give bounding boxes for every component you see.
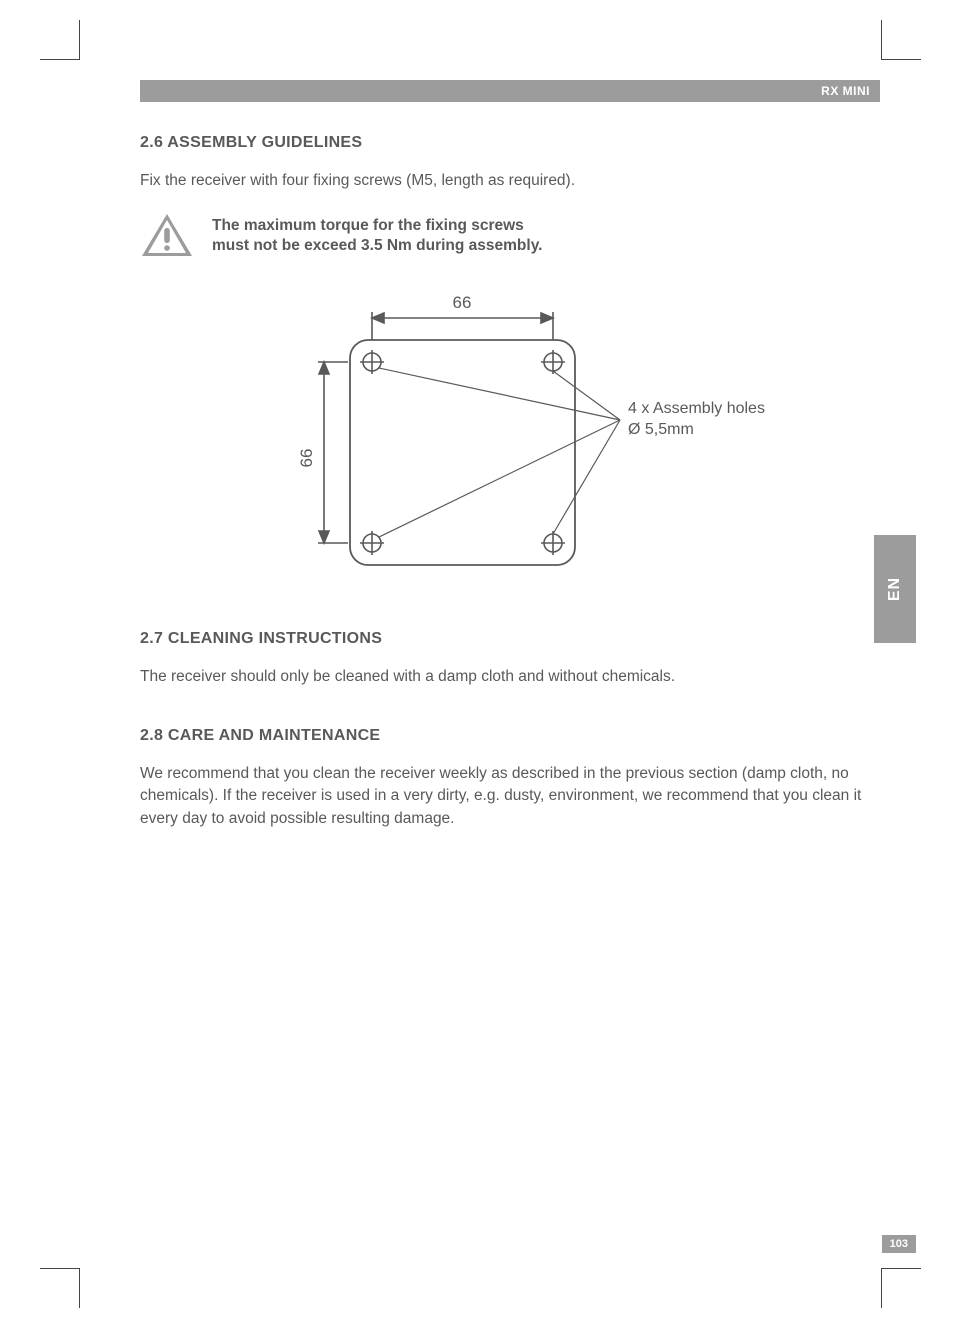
leader-lines (379, 368, 620, 537)
dim-left: 66 (297, 449, 316, 468)
section-2-6-intro: Fix the receiver with four fixing screws… (140, 170, 880, 192)
language-tab: EN (874, 535, 916, 643)
language-label: EN (886, 577, 904, 601)
header-bar: RX MINI (140, 80, 880, 102)
warning-line-1: The maximum torque for the fixing screws (212, 216, 542, 237)
warning-text: The maximum torque for the fixing screws… (212, 216, 542, 258)
crop-mark-br (881, 1268, 921, 1308)
assembly-diagram: 66 66 (140, 280, 880, 590)
page-number: 103 (882, 1235, 916, 1253)
section-2-7-title: 2.7 CLEANING INSTRUCTIONS (140, 630, 880, 648)
warning-line-2: must not be exceed 3.5 Nm during assembl… (212, 236, 542, 257)
product-label: RX MINI (821, 84, 870, 98)
warning-icon (140, 212, 194, 260)
section-2-8-body: We recommend that you clean the receiver… (140, 763, 880, 830)
crop-mark-bl (40, 1268, 80, 1308)
holes-label-1: 4 x Assembly holes (628, 400, 765, 417)
section-2-6-title: 2.6 ASSEMBLY GUIDELINES (140, 134, 880, 152)
holes-label-2: Ø 5,5mm (628, 421, 694, 438)
section-2-7-body: The receiver should only be cleaned with… (140, 666, 880, 688)
crop-mark-tr (881, 20, 921, 60)
assembly-holes (360, 350, 565, 555)
warning-block: The maximum torque for the fixing screws… (140, 212, 880, 260)
dim-top: 66 (453, 293, 472, 312)
section-2-8-title: 2.8 CARE AND MAINTENANCE (140, 727, 880, 745)
page-content: RX MINI 2.6 ASSEMBLY GUIDELINES Fix the … (140, 80, 880, 830)
mounting-plate (350, 340, 575, 565)
crop-mark-tl (40, 20, 80, 60)
